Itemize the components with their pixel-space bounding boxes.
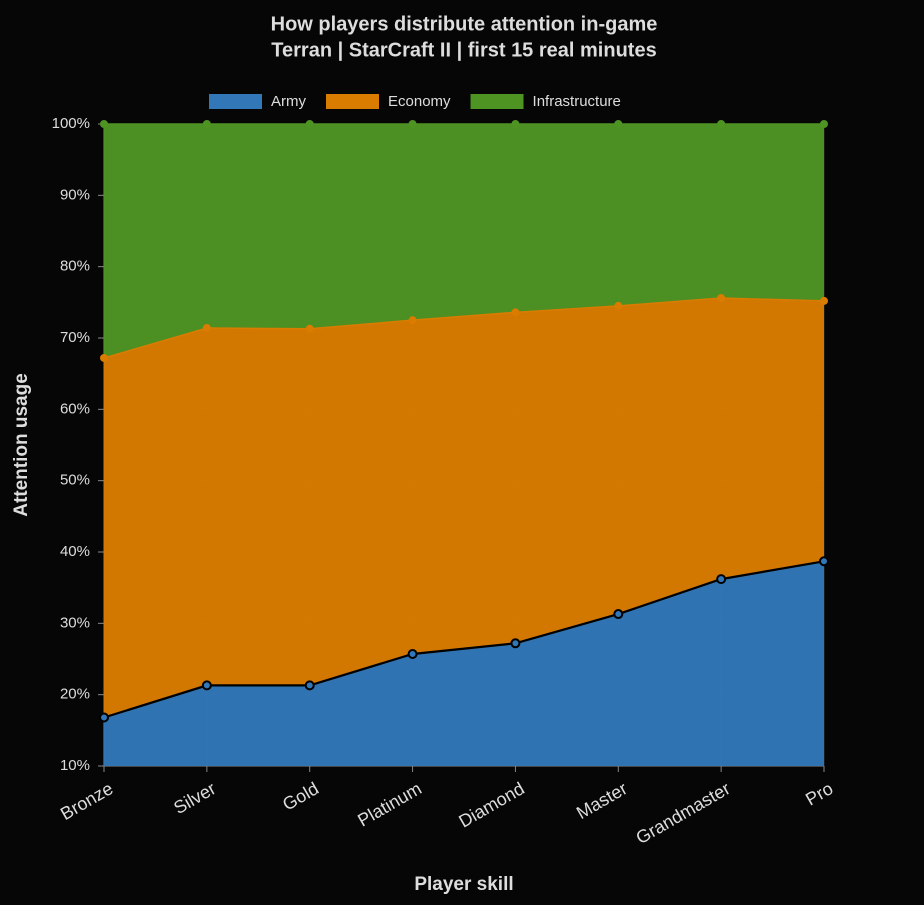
point bbox=[511, 120, 520, 128]
point bbox=[820, 120, 828, 128]
point bbox=[408, 120, 417, 128]
point bbox=[407, 649, 418, 660]
point bbox=[820, 296, 828, 305]
point bbox=[202, 120, 211, 128]
point bbox=[408, 316, 417, 325]
legend: Army Economy Infrastructure bbox=[209, 93, 621, 110]
chart-title: How players distribute attention in-game bbox=[271, 13, 658, 35]
y-axis-title: Attention usage bbox=[11, 373, 32, 517]
y-tick-label: 10% bbox=[60, 757, 90, 774]
y-tick-label: 50% bbox=[60, 472, 90, 489]
legend-label: Infrastructure bbox=[533, 93, 621, 110]
point bbox=[100, 120, 108, 128]
y-tick-label: 30% bbox=[60, 614, 90, 631]
lines bbox=[99, 120, 829, 723]
point bbox=[305, 120, 314, 128]
y-tick-label: 60% bbox=[60, 400, 90, 417]
point bbox=[717, 294, 726, 303]
point bbox=[819, 556, 829, 567]
legend-label: Economy bbox=[388, 93, 451, 110]
areas bbox=[104, 124, 824, 766]
y-tick-label: 90% bbox=[60, 186, 90, 203]
point bbox=[511, 308, 520, 317]
point bbox=[717, 120, 726, 128]
point bbox=[614, 301, 623, 310]
area bbox=[104, 124, 824, 358]
y-tick-label: 40% bbox=[60, 543, 90, 560]
legend-swatch bbox=[470, 94, 524, 109]
point bbox=[613, 609, 624, 620]
point bbox=[201, 680, 212, 691]
point bbox=[614, 120, 623, 128]
y-tick-label: 100% bbox=[52, 115, 90, 132]
point bbox=[510, 638, 521, 649]
y-tick-label: 70% bbox=[60, 329, 90, 346]
point bbox=[100, 353, 108, 362]
point bbox=[305, 324, 314, 333]
legend-swatch bbox=[326, 94, 379, 109]
area-line bbox=[103, 297, 825, 359]
chart-subtitle: Terran | StarCraft II | first 15 real mi… bbox=[271, 39, 656, 61]
point bbox=[716, 574, 727, 585]
point bbox=[202, 324, 211, 333]
legend-label: Army bbox=[271, 93, 306, 110]
point bbox=[99, 712, 109, 723]
area bbox=[104, 561, 824, 766]
y-tick-label: 20% bbox=[60, 686, 90, 703]
legend-swatch bbox=[209, 94, 262, 109]
x-axis-title: Player skill bbox=[414, 874, 513, 895]
y-tick-label: 80% bbox=[60, 258, 90, 275]
area-line bbox=[103, 560, 825, 719]
point bbox=[304, 680, 315, 691]
area bbox=[104, 298, 824, 718]
